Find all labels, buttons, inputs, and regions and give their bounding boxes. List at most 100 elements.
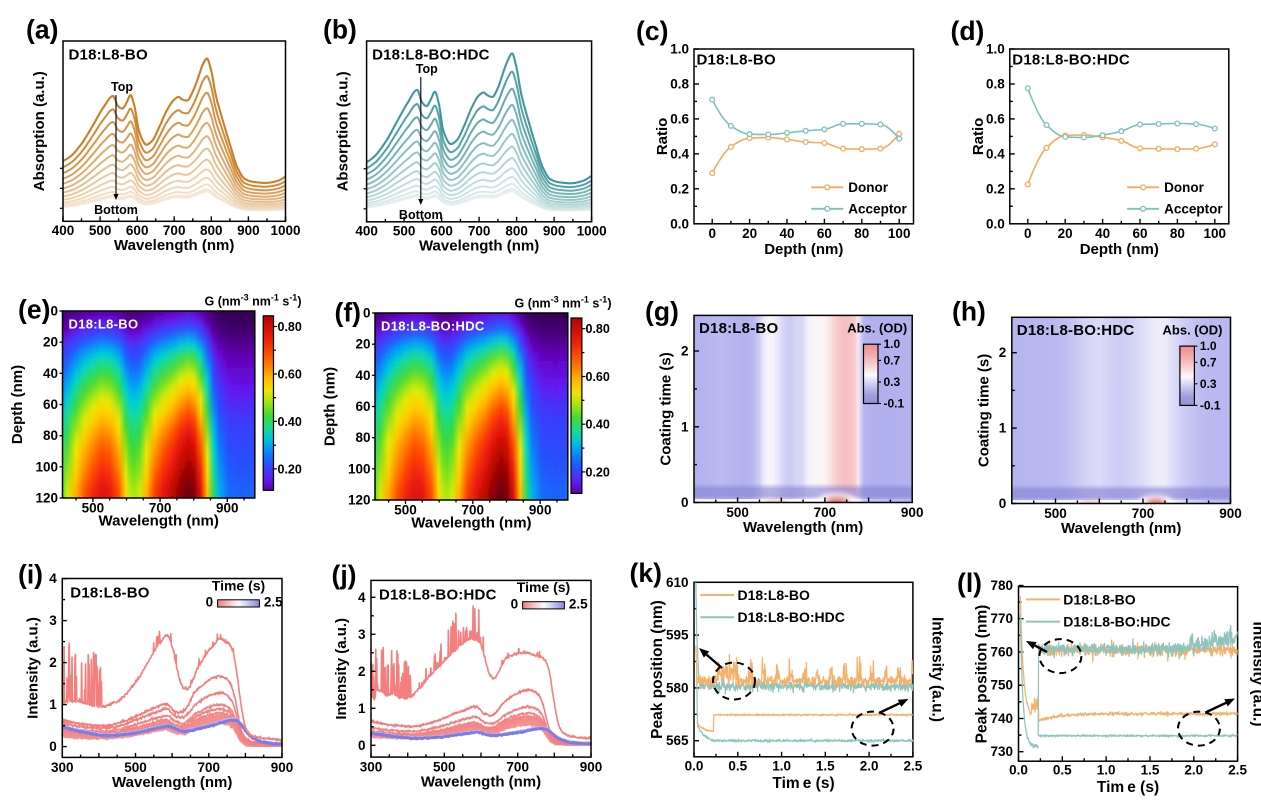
svg-text:500: 500 [726,505,749,520]
svg-text:Top: Top [111,80,133,94]
svg-text:0.7: 0.7 [1200,355,1217,369]
svg-text:770: 770 [990,611,1013,626]
svg-text:Coating time (s): Coating time (s) [975,354,992,467]
svg-text:900: 900 [529,503,552,518]
svg-text:0.5: 0.5 [1053,762,1072,777]
svg-text:0.3: 0.3 [884,375,901,389]
svg-text:80: 80 [43,428,58,443]
svg-text:D18:L8-BO:HDC: D18:L8-BO:HDC [1063,614,1170,630]
svg-text:D18:L8-BO:HDC: D18:L8-BO:HDC [1017,322,1135,339]
svg-text:D18:L8-BO:HDC: D18:L8-BO:HDC [738,609,845,625]
svg-text:Intensity (a.u.): Intensity (a.u.) [24,617,41,719]
svg-text:500: 500 [124,760,147,775]
svg-text:900: 900 [1219,506,1242,521]
svg-text:700: 700 [814,505,837,520]
svg-text:Ratio: Ratio [654,118,671,156]
svg-text:Depth (nm): Depth (nm) [322,367,339,446]
svg-text:500: 500 [89,223,112,238]
svg-text:0.8: 0.8 [670,77,689,92]
svg-text:0.40: 0.40 [586,418,610,432]
svg-text:D18:L8-BO: D18:L8-BO [697,52,776,69]
svg-text:580: 580 [666,680,689,695]
svg-text:1000: 1000 [270,223,300,238]
svg-text:Wavelength (nm): Wavelength (nm) [419,237,539,254]
svg-text:0.5: 0.5 [728,758,747,773]
svg-text:3: 3 [49,613,57,628]
svg-text:3: 3 [358,627,366,642]
svg-text:700: 700 [1132,506,1155,521]
svg-text:Depth (nm): Depth (nm) [1080,241,1159,258]
svg-text:D18:L8-BO:HDC: D18:L8-BO:HDC [381,318,485,333]
svg-text:0.80: 0.80 [586,322,610,336]
svg-text:500: 500 [82,501,105,516]
svg-text:750: 750 [990,678,1013,693]
svg-text:Bottom: Bottom [94,203,138,217]
svg-text:1: 1 [358,701,366,716]
svg-text:1: 1 [49,697,57,712]
svg-text:0.8: 0.8 [986,77,1005,92]
svg-text:0.2: 0.2 [986,181,1005,196]
svg-text:0: 0 [206,595,214,610]
svg-text:-0.1: -0.1 [1200,398,1221,412]
svg-text:700: 700 [462,503,485,518]
svg-text:0.60: 0.60 [278,368,302,382]
svg-text:Tim e (s): Tim e (s) [1097,779,1159,796]
svg-text:0.20: 0.20 [278,462,302,476]
svg-text:500: 500 [433,760,456,775]
svg-text:600: 600 [430,223,453,238]
svg-text:Donor: Donor [1164,180,1204,195]
svg-text:0: 0 [363,306,371,321]
svg-text:0.0: 0.0 [685,758,704,773]
svg-text:Absorption (a.u.): Absorption (a.u.) [31,71,48,191]
svg-text:1.0: 1.0 [986,42,1005,57]
svg-text:120: 120 [35,491,58,506]
svg-text:0.20: 0.20 [586,465,610,479]
svg-text:40: 40 [1095,226,1110,241]
svg-text:1: 1 [681,419,689,434]
svg-text:D18:L8-BO: D18:L8-BO [738,587,810,603]
svg-text:0.2: 0.2 [670,181,689,196]
svg-text:0.7: 0.7 [884,353,901,367]
svg-text:1.0: 1.0 [670,42,689,57]
svg-text:(h): (h) [952,297,986,327]
svg-text:80: 80 [854,226,869,241]
svg-text:Time (s): Time (s) [517,579,570,595]
svg-text:900: 900 [580,760,603,775]
svg-text:0.40: 0.40 [278,415,302,429]
svg-text:0.4: 0.4 [670,146,689,161]
svg-text:(k): (k) [630,558,662,588]
svg-text:Intensity (a.u.): Intensity (a.u.) [333,618,350,720]
svg-text:Abs. (OD): Abs. (OD) [1163,323,1223,338]
svg-text:2: 2 [681,344,689,359]
svg-text:900: 900 [216,501,239,516]
svg-text:Ratio: Ratio [970,118,987,156]
svg-text:120: 120 [348,493,371,508]
svg-text:D18:L8-BO: D18:L8-BO [69,316,139,331]
svg-text:0: 0 [49,739,57,754]
svg-text:2.5: 2.5 [264,595,283,610]
svg-text:780: 780 [990,578,1013,593]
svg-text:80: 80 [1170,226,1185,241]
svg-text:Wavelength (nm): Wavelength (nm) [112,774,232,791]
svg-text:(g): (g) [645,297,679,327]
svg-text:900: 900 [237,223,260,238]
svg-text:0: 0 [681,495,689,510]
svg-text:100: 100 [1204,226,1227,241]
svg-text:565: 565 [666,733,689,748]
svg-text:60: 60 [43,397,58,412]
svg-text:60: 60 [355,399,370,414]
svg-text:100: 100 [35,459,58,474]
svg-text:D18:L8-BO:HDC: D18:L8-BO:HDC [372,47,490,64]
svg-text:Depth (nm): Depth (nm) [764,241,843,258]
svg-text:2.5: 2.5 [569,596,588,611]
svg-text:300: 300 [360,760,383,775]
svg-text:(l): (l) [957,568,982,598]
svg-text:Wavelength (nm): Wavelength (nm) [743,519,863,536]
svg-text:D18:L8-BO: D18:L8-BO [1063,591,1135,607]
svg-text:40: 40 [355,368,370,383]
svg-text:1.5: 1.5 [1141,762,1160,777]
svg-text:300: 300 [51,760,74,775]
svg-text:800: 800 [505,223,528,238]
svg-text:2.0: 2.0 [1184,762,1203,777]
svg-text:(e): (e) [18,295,50,325]
